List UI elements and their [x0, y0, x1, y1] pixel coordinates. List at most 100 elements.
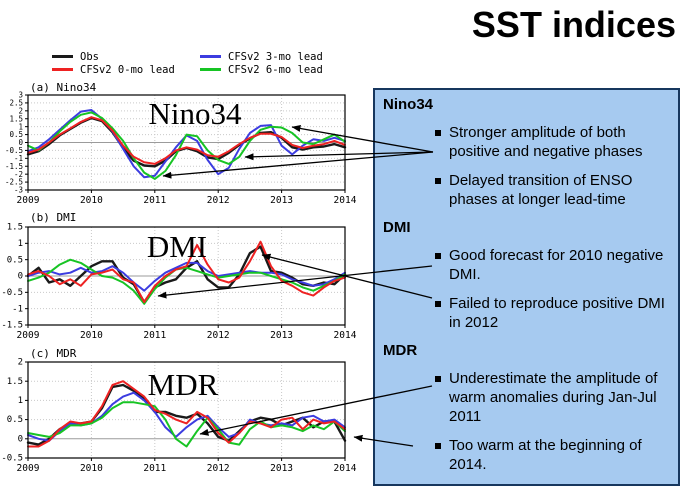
- legend-label: CFSv2 6-mo lead: [228, 63, 323, 76]
- note-bullet-text: Delayed transition of ENSO phases at lon…: [449, 172, 633, 208]
- note-section: Nino34 Stronger amplitude of both positiv…: [383, 96, 670, 209]
- x-tick-label: 2011: [143, 195, 166, 206]
- y-tick-label: 2: [18, 106, 23, 115]
- note-heading: Nino34: [383, 96, 434, 113]
- chart-legend: Obs CFSv2 0-mo lead CFSv2 3-mo lead CFSv2 6…: [52, 50, 348, 76]
- series-cfsv2-3-mo-lead: [27, 261, 346, 292]
- notes-panel: Nino34 Stronger amplitude of both positiv…: [373, 88, 680, 486]
- x-tick-label: 2009: [17, 195, 40, 206]
- note-bullet: Good forecast for 2010 negative DMI.: [435, 246, 673, 284]
- note-bullet-text: Too warm at the beginning of 2014.: [449, 437, 642, 473]
- y-tick-label: -1.5: [1, 321, 23, 331]
- legend-item: CFSv2 6-mo lead: [200, 63, 348, 76]
- x-tick-label: 2013: [270, 330, 293, 341]
- y-tick-label: -0.5: [5, 146, 23, 155]
- legend-line-swatch-icon: [200, 55, 221, 58]
- y-tick-label: 0: [18, 434, 23, 444]
- bullet-square-icon: [435, 301, 441, 307]
- note-bullet-text: Failed to reproduce positive DMI in 2012: [449, 295, 665, 331]
- y-tick-label: 1.5: [7, 377, 23, 387]
- legend-item: CFSv2 3-mo lead: [200, 50, 348, 63]
- x-tick-label: 2009: [17, 463, 40, 474]
- panel-title: DMI: [147, 229, 207, 264]
- x-tick-label: 2012: [207, 330, 230, 341]
- y-tick-label: 1.5: [7, 223, 23, 233]
- note-bullet: Too warm at the beginning of 2014.: [435, 436, 673, 474]
- bullet-square-icon: [435, 178, 441, 184]
- y-tick-label: 1: [18, 239, 23, 249]
- note-section: MDR Underestimate the amplitude of warm a…: [383, 342, 670, 474]
- y-tick-label: 0.5: [7, 255, 23, 265]
- panel-title: Nino34: [149, 96, 243, 131]
- legend-label: CFSv2 0-mo lead: [80, 63, 175, 76]
- series-cfsv2-6-mo-lead: [27, 401, 346, 448]
- note-bullet: Underestimate the amplitude of warm anom…: [435, 369, 673, 426]
- legend-line-swatch-icon: [52, 55, 73, 58]
- y-tick-label: -1: [14, 154, 23, 163]
- x-tick-label: 2011: [143, 463, 166, 474]
- panel-label: (c) MDR: [30, 347, 77, 360]
- series-obs: [26, 245, 347, 304]
- note-section: DMI Good forecast for 2010 negative DMI. F…: [383, 219, 670, 332]
- y-tick-label: 0: [18, 272, 23, 282]
- y-tick-label: 0.5: [7, 415, 23, 425]
- x-tick-label: 2009: [17, 330, 40, 341]
- y-tick-label: 2.5: [9, 99, 23, 108]
- series-cfsv2-0-mo-lead: [27, 240, 346, 304]
- y-tick-label: 1: [18, 396, 23, 406]
- x-tick-label: 2013: [270, 195, 293, 206]
- note-heading: MDR: [383, 342, 418, 359]
- series-obs: [26, 116, 347, 168]
- legend-line-swatch-icon: [52, 68, 73, 71]
- y-tick-label: 0.5: [9, 130, 23, 139]
- legend-item: CFSv2 0-mo lead: [52, 63, 200, 76]
- note-bullet-text: Underestimate the amplitude of warm anom…: [449, 370, 658, 425]
- y-tick-label: 0: [18, 138, 23, 147]
- bullet-square-icon: [435, 376, 441, 382]
- legend-item: Obs: [52, 50, 200, 63]
- y-tick-label: 2: [18, 358, 23, 368]
- series-cfsv2-6-mo-lead: [27, 111, 346, 180]
- page-title: SST indices: [471, 4, 676, 45]
- y-tick-label: 3: [18, 91, 23, 100]
- y-tick-label: -0.5: [1, 454, 23, 464]
- x-tick-label: 2010: [80, 195, 103, 206]
- notes-sections: Nino34 Stronger amplitude of both positiv…: [383, 96, 670, 474]
- note-bullet: Stronger amplitude of both positive and …: [435, 123, 673, 161]
- panel-label: (b) DMI: [30, 211, 76, 224]
- note-bullet: Failed to reproduce positive DMI in 2012: [435, 294, 673, 332]
- x-tick-label: 2014: [334, 195, 357, 206]
- y-tick-label: -1: [12, 304, 23, 314]
- y-tick-label: -2.5: [5, 178, 23, 187]
- series-cfsv2-0-mo-lead: [27, 380, 346, 448]
- x-tick-label: 2014: [334, 330, 357, 341]
- y-tick-label: 1: [18, 122, 23, 131]
- y-tick-label: 1.5: [9, 114, 23, 123]
- note-heading: DMI: [383, 219, 411, 236]
- y-tick-label: -0.5: [1, 288, 23, 298]
- series-cfsv2-0-mo-lead: [27, 116, 346, 165]
- legend-label: CFSv2 3-mo lead: [228, 50, 323, 63]
- bullet-square-icon: [435, 253, 441, 259]
- panel-label: (a) Nino34: [30, 81, 97, 94]
- series-cfsv2-3-mo-lead: [27, 109, 346, 179]
- note-bullet: Delayed transition of ENSO phases at lon…: [435, 171, 673, 209]
- panel-title: MDR: [148, 367, 219, 402]
- y-tick-label: -3: [14, 186, 23, 195]
- legend-label: Obs: [80, 50, 99, 63]
- x-tick-label: 2010: [80, 463, 103, 474]
- y-tick-label: -2: [14, 170, 23, 179]
- bullet-square-icon: [435, 130, 441, 136]
- x-tick-label: 2012: [207, 195, 230, 206]
- legend-line-swatch-icon: [200, 68, 221, 71]
- x-tick-label: 2011: [143, 330, 166, 341]
- x-tick-label: 2010: [80, 330, 103, 341]
- x-tick-label: 2013: [270, 463, 293, 474]
- note-bullet-text: Stronger amplitude of both positive and …: [449, 124, 643, 160]
- y-tick-label: -1.5: [5, 162, 23, 171]
- x-tick-label: 2014: [334, 463, 357, 474]
